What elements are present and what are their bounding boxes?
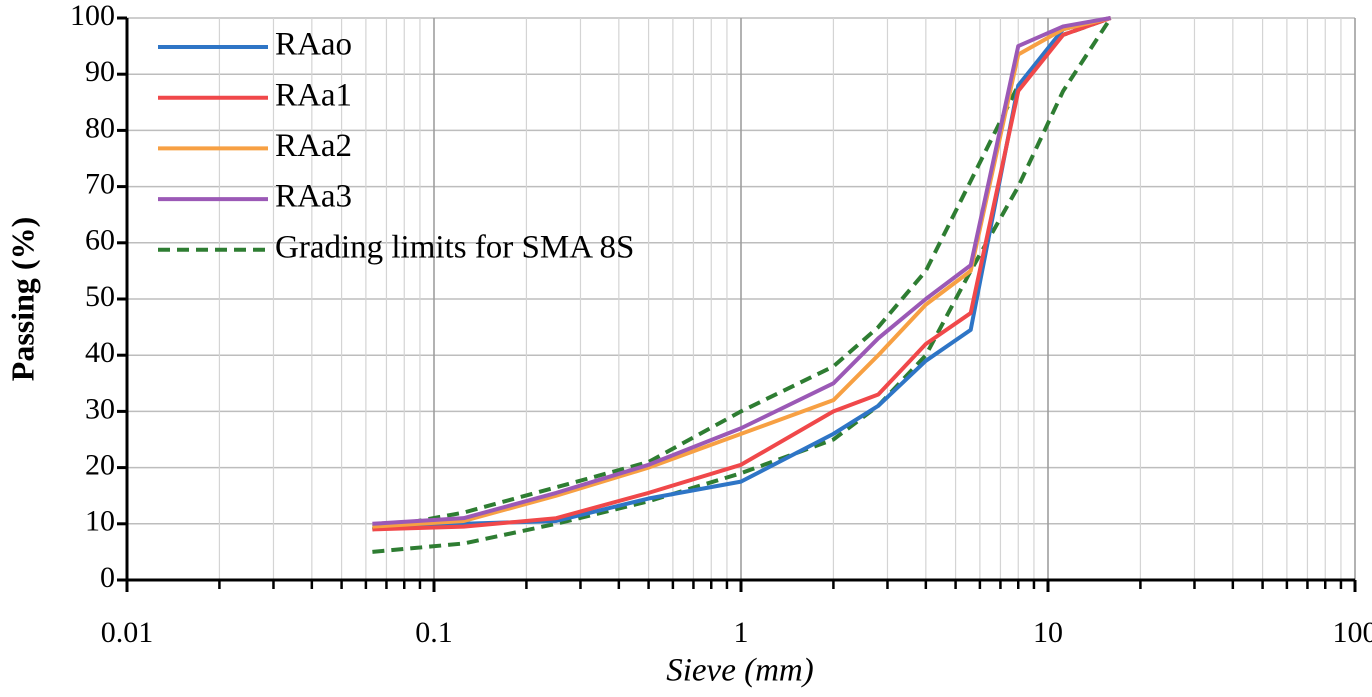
y-axis-title: Passing (%) bbox=[4, 217, 40, 381]
legend-label: RAa3 bbox=[275, 179, 352, 215]
series-line bbox=[372, 16, 1112, 526]
plot-lines bbox=[372, 16, 1113, 554]
grid bbox=[126, 17, 1356, 581]
y-tick-label: 30 bbox=[85, 392, 115, 425]
series-line bbox=[372, 16, 1112, 532]
x-tick-label: 10 bbox=[1033, 616, 1063, 649]
x-tick-label: 0.1 bbox=[415, 616, 453, 649]
x-tick-label: 1 bbox=[734, 616, 749, 649]
legend-label: RAa1 bbox=[275, 77, 352, 113]
legend-label: RAa2 bbox=[275, 128, 352, 164]
series-line bbox=[372, 16, 1112, 529]
legend-label: Grading limits for SMA 8S bbox=[275, 229, 634, 265]
y-tick-label: 100 bbox=[70, 0, 115, 32]
y-tick-label: 40 bbox=[85, 336, 115, 369]
y-tick-label: 50 bbox=[85, 280, 115, 313]
y-tick-label: 60 bbox=[85, 224, 115, 257]
axes: 0 10 20 30 40 50 60 70 80 90 100 0.01 0.1 1 10 100 bbox=[70, 0, 1372, 649]
y-tick-label: 10 bbox=[85, 505, 115, 538]
y-tick-label: 0 bbox=[100, 561, 115, 594]
legend: RAao RAa1 RAa2 RAa3 Grading limits for SMA 8… bbox=[158, 27, 634, 265]
y-tick-label: 90 bbox=[85, 55, 115, 88]
y-tick-label: 20 bbox=[85, 448, 115, 481]
x-axis-title: Sieve (mm) bbox=[666, 653, 814, 689]
y-tick-label: 80 bbox=[85, 111, 115, 144]
x-tick-label: 100 bbox=[1333, 616, 1372, 649]
limit-line bbox=[372, 16, 1113, 554]
y-tick-label: 70 bbox=[85, 167, 115, 200]
x-tick-label: 0.01 bbox=[101, 616, 154, 649]
legend-label: RAao bbox=[275, 27, 352, 63]
